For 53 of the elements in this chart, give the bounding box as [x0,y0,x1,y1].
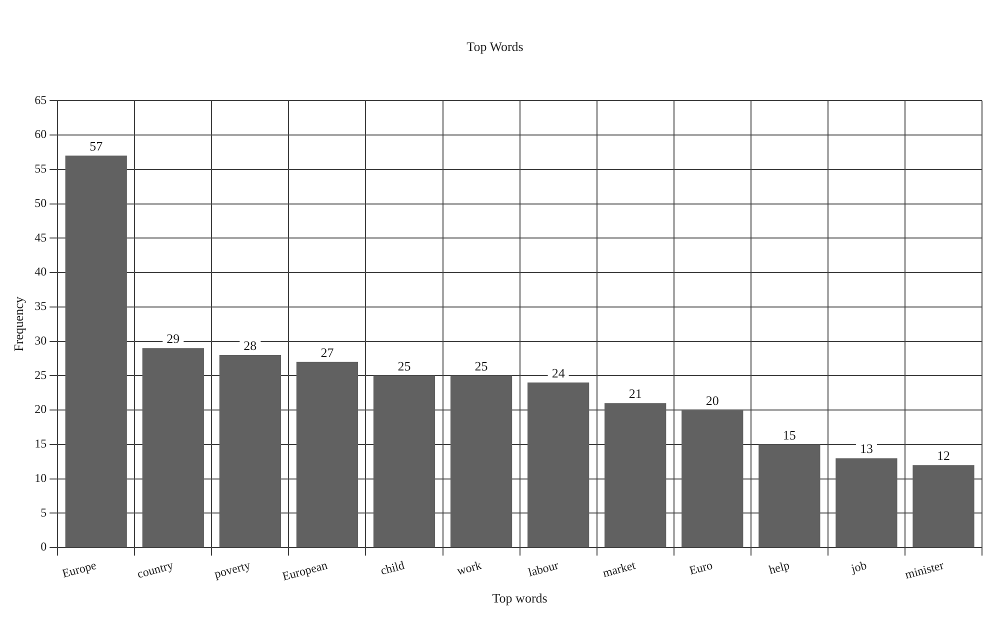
data-label: 21 [628,386,642,402]
x-tick-label: poverty [212,558,252,581]
x-tick-label: European [280,558,329,584]
bar [219,355,281,548]
x-tick-label: job [848,558,868,576]
data-label: 57 [90,138,104,154]
data-label: 24 [552,365,566,380]
x-tick-label: country [136,558,175,581]
y-axis-title: Frequency [11,296,26,352]
y-tick-label: 60 [34,127,47,142]
y-tick-label: 55 [34,162,47,176]
y-tick-label: 35 [34,299,47,314]
bar [682,410,744,548]
y-tick-label: 15 [34,436,47,451]
y-tick-label: 50 [34,196,47,210]
y-tick-label: 0 [40,540,47,554]
data-label: 20 [706,392,719,408]
y-tick-label: 10 [34,470,47,485]
bar [604,403,666,548]
x-axis-title: Top words [492,590,548,606]
data-label: 12 [936,448,950,463]
y-tick-label: 45 [34,230,47,244]
x-tick-label: child [379,558,406,578]
data-label: 29 [166,331,180,346]
bar [142,348,204,548]
data-label: 28 [244,338,257,353]
x-tick-label: work [455,558,483,578]
y-tick-label: 25 [34,368,47,382]
data-label: 13 [860,441,873,456]
data-label: 27 [320,344,334,360]
y-tick-label: 20 [34,402,47,416]
data-label: 25 [398,358,411,374]
x-tick-label: Euro [688,558,714,578]
x-tick-label: help [767,558,792,577]
bar [912,465,974,548]
bar [528,382,590,548]
y-tick-label: 40 [34,264,47,279]
chart-title: Top Words [466,39,524,54]
y-tick-label: 30 [34,333,47,348]
bar [758,444,820,548]
y-tick-label: 5 [40,505,47,520]
x-tick-label: Europe [60,558,98,580]
x-tick-label: labour [526,558,560,580]
x-tick-label: market [601,558,638,580]
x-tick-label: minister [903,558,946,582]
bar [65,156,127,548]
bar [373,376,436,548]
bar [836,458,898,548]
data-label: 25 [474,358,488,374]
y-tick-label: 65 [34,92,47,107]
data-label: 15 [782,427,796,442]
bar [296,362,358,548]
bar [450,376,512,548]
